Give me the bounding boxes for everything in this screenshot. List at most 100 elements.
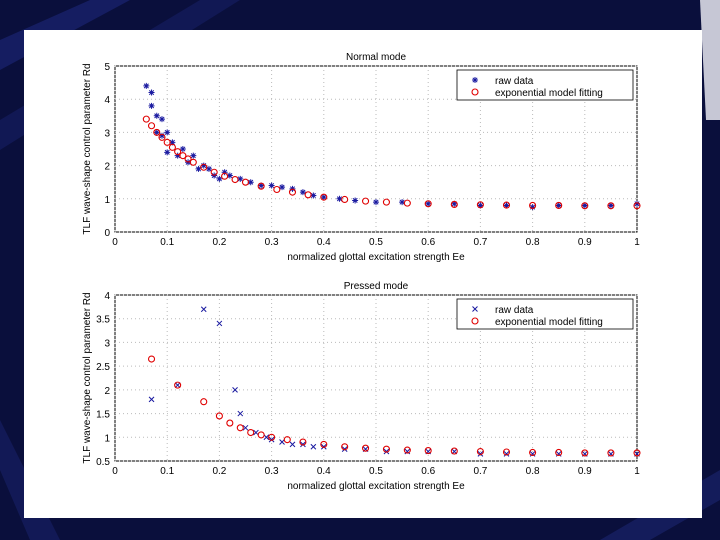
raw-point	[148, 102, 155, 109]
fit-point	[215, 412, 223, 420]
fit-point	[257, 431, 265, 439]
raw-point	[320, 443, 327, 450]
fit-point	[320, 440, 328, 448]
raw-point	[190, 152, 197, 159]
raw-point	[195, 165, 202, 172]
raw-point	[299, 189, 306, 196]
fit-point	[320, 193, 328, 201]
x-tick-label: 0.2	[212, 466, 226, 477]
raw-point	[174, 382, 181, 388]
raw-point	[503, 451, 510, 457]
raw-point	[221, 169, 228, 176]
x-tick-label: 0.3	[265, 466, 279, 477]
fit-point	[382, 198, 390, 206]
y-axis-label: TLF wave-shape control parameter Rd	[82, 292, 93, 463]
y-tick-label: 0	[104, 228, 110, 239]
y-tick-label: 3	[104, 338, 110, 349]
raw-point	[477, 451, 484, 457]
fit-point	[450, 447, 458, 455]
raw-point	[279, 439, 285, 445]
fit-point	[362, 197, 370, 205]
raw-point	[200, 162, 207, 169]
x-tick-label: 0.9	[578, 466, 592, 477]
x-tick-label: 0	[112, 237, 118, 248]
raw-point	[158, 132, 165, 139]
fit-point	[581, 202, 589, 210]
legend-marker	[471, 88, 479, 96]
raw-point	[268, 436, 275, 443]
raw-point	[153, 129, 160, 136]
raw-point	[258, 182, 265, 189]
x-tick-label: 0.8	[526, 466, 540, 477]
x-tick-label: 0.3	[265, 237, 279, 248]
raw-point	[268, 182, 275, 189]
raw-point	[174, 152, 181, 159]
fit-point	[273, 185, 281, 194]
fit-point	[299, 438, 307, 446]
x-tick-label: 0.6	[421, 237, 435, 248]
fit-point	[362, 444, 370, 452]
raw-point	[279, 184, 286, 191]
fit-point	[288, 188, 297, 196]
y-tick-label: 0.5	[96, 457, 110, 468]
fit-point	[529, 201, 537, 209]
x-tick-label: 0.5	[369, 237, 383, 248]
x-tick-label: 0.2	[212, 237, 226, 248]
series-1	[147, 355, 641, 457]
raw-point	[310, 192, 317, 199]
raw-point	[148, 89, 155, 96]
raw-point	[529, 204, 536, 211]
y-tick-label: 3	[104, 128, 110, 139]
raw-point	[205, 165, 212, 172]
raw-point	[237, 175, 244, 182]
fit-point	[403, 199, 411, 207]
fit-point	[179, 152, 187, 160]
fit-point	[607, 202, 615, 210]
fit-point	[241, 178, 250, 186]
raw-point	[373, 199, 379, 206]
raw-point	[216, 175, 223, 182]
fit-point	[142, 115, 150, 123]
y-tick-label: 1.5	[96, 410, 110, 421]
legend-label: exponential model fitting	[495, 88, 603, 99]
raw-point	[320, 194, 327, 201]
raw-point	[399, 199, 406, 206]
raw-point	[425, 200, 432, 207]
legend-marker	[471, 317, 479, 325]
x-tick-label: 0.5	[369, 466, 383, 477]
raw-point	[158, 116, 165, 123]
fit-point	[247, 428, 255, 437]
raw-point	[503, 202, 510, 209]
raw-point	[169, 139, 176, 146]
fit-point	[607, 449, 615, 457]
fit-point	[174, 148, 182, 156]
y-tick-label: 5	[104, 62, 110, 73]
x-axis-label: normalized glottal excitation strength E…	[287, 481, 465, 492]
fit-point	[147, 122, 156, 130]
fit-point	[403, 446, 411, 454]
fit-point	[257, 182, 265, 190]
x-tick-label: 0.4	[317, 237, 331, 248]
fit-point	[158, 133, 166, 141]
raw-point	[153, 112, 160, 119]
fit-point	[200, 398, 208, 406]
y-tick-label: 2.5	[96, 362, 110, 373]
raw-point	[253, 429, 259, 436]
x-tick-label: 0	[112, 466, 118, 477]
fit-point	[189, 158, 197, 166]
fit-point	[555, 448, 563, 457]
fit-point	[184, 155, 192, 163]
series-1	[142, 115, 641, 210]
x-tick-label: 0.6	[421, 466, 435, 477]
fit-point	[147, 355, 156, 363]
x-tick-label: 0.7	[473, 466, 487, 477]
raw-point	[200, 306, 207, 313]
y-tick-label: 4	[104, 95, 110, 106]
figure-svg: 0 0.1 0.2 0.3 0.4 0.5 0.6 0.7 0.8 0.9 1 0 1 2 3 4 5 Norma…	[82, 52, 641, 492]
raw-point	[289, 441, 296, 448]
raw-point	[216, 320, 223, 327]
x-tick-label: 0.8	[526, 237, 540, 248]
fit-point	[502, 448, 511, 456]
raw-point	[226, 172, 233, 179]
